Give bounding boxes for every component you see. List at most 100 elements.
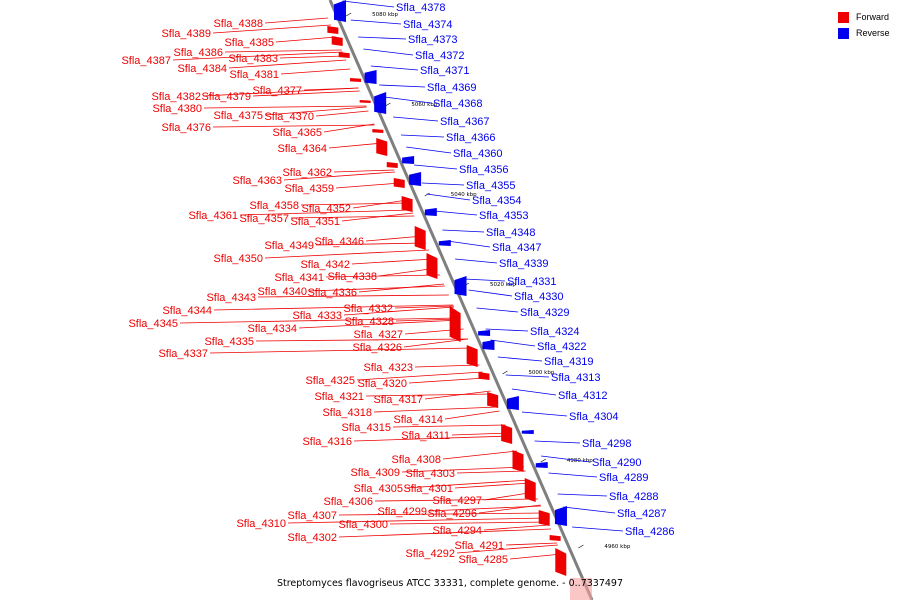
forward-gene-block <box>524 478 536 502</box>
reverse-gene-label: Sfla_4356 <box>459 164 509 176</box>
forward-connector <box>203 105 367 109</box>
sequence-axis <box>328 0 594 600</box>
forward-connector <box>478 504 541 514</box>
forward-connector <box>264 106 367 116</box>
reverse-connector <box>342 0 395 8</box>
reverse-gene-label: Sfla_4322 <box>537 341 587 353</box>
forward-gene-label: Sfla_4325 <box>305 375 355 387</box>
forward-connector <box>209 347 472 354</box>
reverse-gene-block <box>554 506 567 526</box>
forward-connector <box>483 524 550 531</box>
reverse-connector <box>421 182 465 186</box>
forward-gene-label: Sfla_4308 <box>391 454 441 466</box>
forward-gene-label: Sfla_4350 <box>213 253 263 265</box>
forward-gene-label: Sfla_4320 <box>357 378 407 390</box>
forward-gene-label: Sfla_4340 <box>257 286 307 298</box>
reverse-swatch <box>838 27 849 39</box>
reverse-gene-block <box>482 340 495 350</box>
forward-connector <box>365 235 424 242</box>
forward-gene-label: Sfla_4338 <box>327 271 377 283</box>
forward-gene-label: Sfla_4334 <box>247 323 297 335</box>
forward-gene-block <box>555 548 567 576</box>
forward-connector <box>352 199 408 209</box>
reverse-gene-label: Sfla_4371 <box>420 65 470 77</box>
forward-gene-label: Sfla_4387 <box>121 55 171 67</box>
forward-gene-label: Sfla_4364 <box>277 143 327 155</box>
legend-reverse: Reverse <box>838 25 890 41</box>
forward-connector <box>228 59 347 69</box>
forward-gene-block <box>359 100 371 103</box>
forward-gene-label: Sfla_4345 <box>128 318 178 330</box>
forward-gene-label: Sfla_4388 <box>213 18 263 30</box>
forward-connector <box>290 215 415 219</box>
forward-connector <box>389 521 548 525</box>
forward-connector <box>442 450 517 460</box>
reverse-connector <box>434 210 478 216</box>
forward-gene-block <box>401 196 413 212</box>
reverse-gene-label: Sfla_4373 <box>408 34 458 46</box>
forward-connector <box>239 209 412 216</box>
forward-gene-label: Sfla_4300 <box>338 519 388 531</box>
coordinate-tick-mark <box>540 458 547 463</box>
reverse-gene-label: Sfla_4360 <box>453 148 503 160</box>
coordinate-tick-mark <box>385 102 391 107</box>
forward-gene-block <box>501 424 513 444</box>
forward-gene-label: Sfla_4336 <box>307 287 357 299</box>
forward-gene-label: Sfla_4327 <box>353 329 403 341</box>
forward-connector <box>323 123 375 133</box>
forward-connector <box>224 49 342 53</box>
forward-gene-block <box>393 178 405 188</box>
reverse-gene-label: Sfla_4372 <box>415 50 465 62</box>
reverse-connector <box>406 146 452 154</box>
forward-connector <box>325 274 441 278</box>
reverse-connector <box>350 19 402 25</box>
forward-connector <box>275 36 337 43</box>
forward-connector <box>338 512 545 516</box>
reverse-gene-label: Sfla_4331 <box>507 276 557 288</box>
reverse-connector <box>426 193 471 201</box>
reverse-gene-label: Sfla_4319 <box>544 356 594 368</box>
forward-gene-label: Sfla_4314 <box>393 414 443 426</box>
reverse-gene-label: Sfla_4287 <box>617 508 667 520</box>
forward-gene-label: Sfla_4385 <box>224 37 274 49</box>
forward-connector <box>255 338 469 342</box>
reverse-gene-label: Sfla_4355 <box>466 180 516 192</box>
reverse-gene-label: Sfla_4367 <box>440 116 490 128</box>
forward-connector <box>280 68 351 75</box>
forward-gene-label: Sfla_4383 <box>228 53 278 65</box>
reverse-connector <box>521 411 568 417</box>
forward-gene-label: Sfla_4310 <box>236 518 286 530</box>
forward-gene-label: Sfla_4333 <box>292 310 342 322</box>
forward-connector <box>456 470 526 474</box>
forward-gene-label: Sfla_4349 <box>264 240 314 252</box>
reverse-gene-block <box>409 172 422 186</box>
forward-gene-block <box>466 345 478 367</box>
reverse-connector <box>447 240 491 248</box>
forward-gene-label: Sfla_4326 <box>352 342 402 354</box>
forward-connector <box>202 87 359 97</box>
forward-gene-label: Sfla_4384 <box>177 63 227 75</box>
reverse-gene-block <box>334 0 346 22</box>
reverse-gene-block <box>402 156 415 164</box>
forward-connector <box>264 249 430 259</box>
forward-connector <box>343 306 455 316</box>
reverse-gene-block <box>535 462 548 468</box>
coordinate-tick-label: 5040 kbp <box>451 192 477 198</box>
forward-gene-label: Sfla_4337 <box>158 348 208 360</box>
forward-gene-label: Sfla_4359 <box>284 183 334 195</box>
forward-connector <box>315 110 369 117</box>
forward-connector <box>353 435 511 442</box>
forward-gene-label: Sfla_4285 <box>458 554 508 566</box>
forward-gene-label: Sfla_4315 <box>341 422 391 434</box>
reverse-gene-label: Sfla_4354 <box>472 195 522 207</box>
forward-gene-block <box>338 52 350 58</box>
forward-connector <box>394 305 454 309</box>
reverse-connector <box>384 96 432 104</box>
reverse-gene-block <box>454 276 467 296</box>
reverse-connector <box>476 307 519 313</box>
axis-end-highlight <box>570 578 592 600</box>
forward-gene-label: Sfla_4335 <box>204 336 254 348</box>
reverse-gene-label: Sfla_4330 <box>514 291 564 303</box>
forward-gene-label: Sfla_4361 <box>188 210 238 222</box>
